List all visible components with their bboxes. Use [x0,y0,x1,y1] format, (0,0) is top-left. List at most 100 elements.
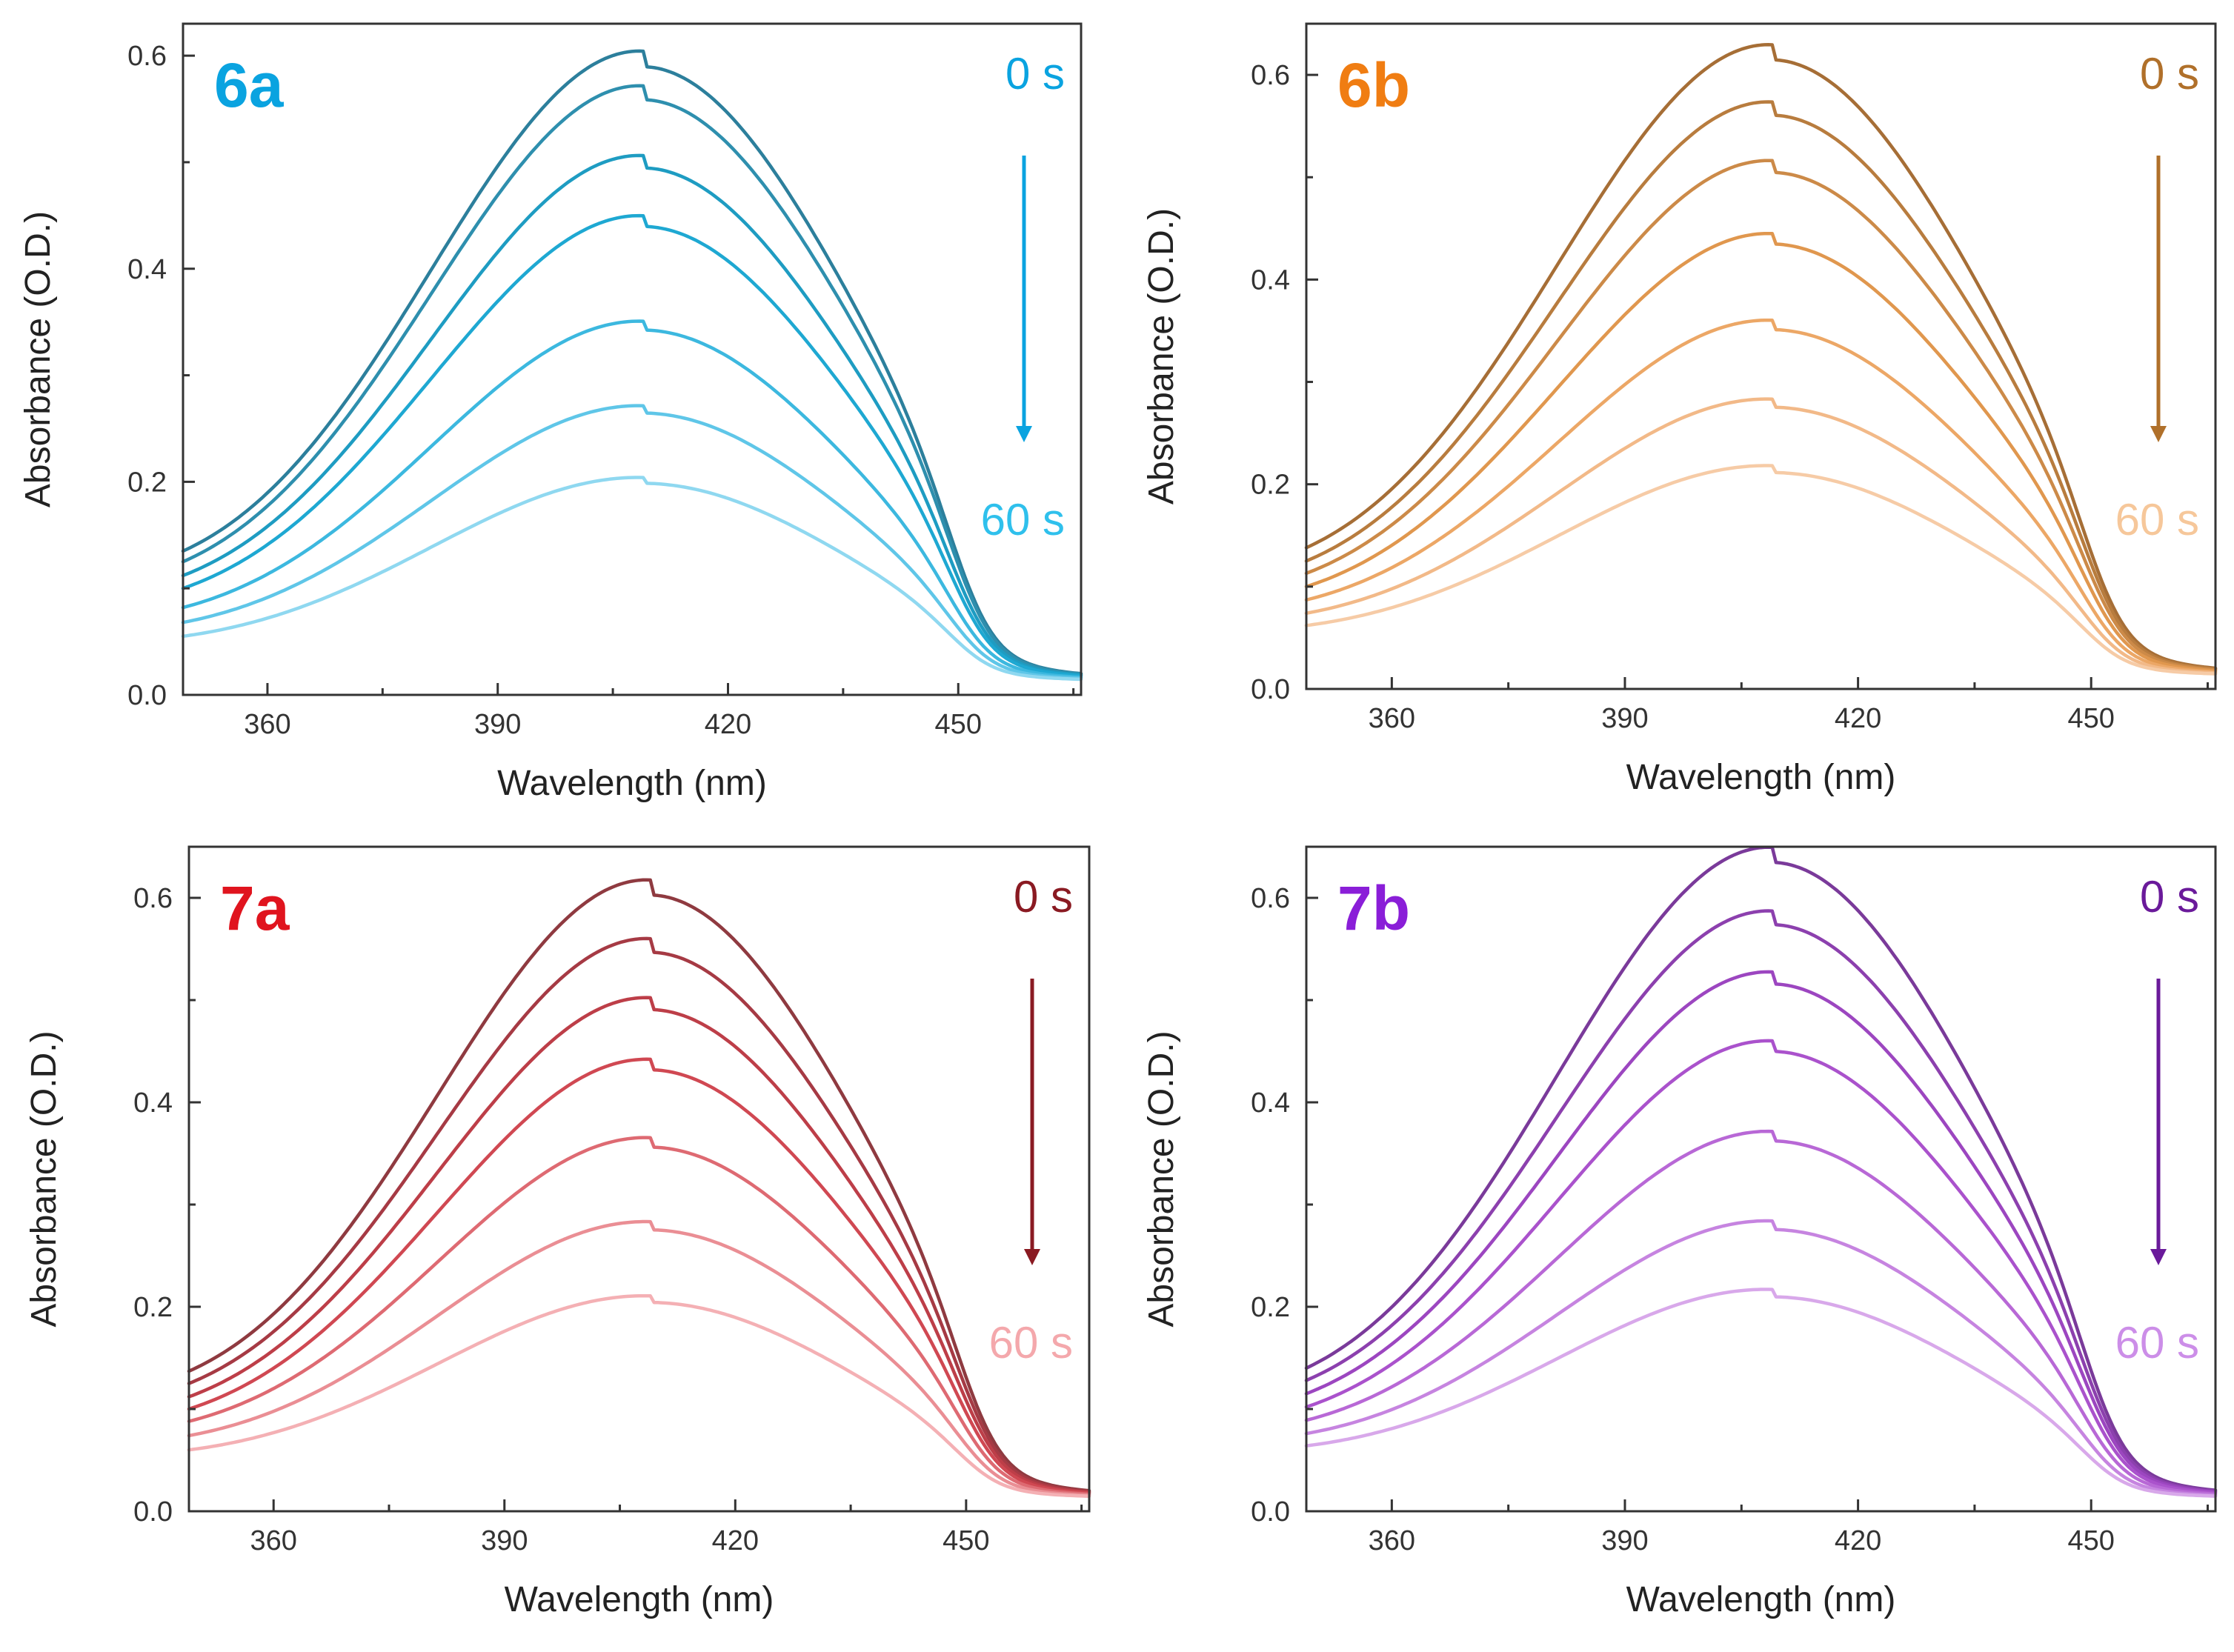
spectrum-40s [1304,1129,2218,1496]
panel-7b: 360 390 420 450 Wavelength (nm) 0.0 0.2 0.4 0.6 A… [1142,845,2218,1619]
spectrum-30s [1304,1039,2218,1495]
x-tick-label: 360 [250,1525,297,1556]
plot-frame [182,22,1083,696]
y-tick-label: 0.6 [133,883,173,914]
x-tick-label: 360 [1369,703,1415,734]
panel-6a: 360 390 420 450 Wavelength (nm) 0.0 0.2 0.4 0.6 A… [19,22,1083,803]
x-axis-title: Wavelength (nm) [1626,1580,1896,1619]
x-tick-label: 450 [2068,1525,2115,1556]
x-tick-label: 450 [2068,703,2115,734]
spectrum-40s [1304,318,2218,674]
spectrum-10s [1304,909,2218,1493]
y-tick-label: 0.6 [127,41,167,72]
spectra [1304,845,2218,1498]
x-axis: 360 390 420 450 Wavelength (nm) [250,1499,1083,1619]
spectrum-50s [181,404,1083,680]
x-axis: 360 390 420 450 Wavelength (nm) [244,683,1075,803]
y-tick-label: 0.6 [1251,60,1290,91]
time-end-label: 60 s [989,1318,1073,1368]
panel-label: 7b [1337,873,1410,943]
time-arrow-head [1016,426,1032,442]
spectrum-60s [1304,464,2218,676]
y-tick-label: 0.4 [127,254,167,285]
spectra [1304,43,2218,676]
y-axis-title: Absorbance (O.D.) [1142,1030,1181,1327]
y-axis: 0.0 0.2 0.4 0.6 Absorbance (O.D.) [24,883,201,1528]
y-tick-label: 0.2 [1251,1292,1290,1323]
panel-label: 6a [214,50,285,120]
time-arrow-head [1024,1249,1040,1265]
panel-label: 6b [1337,50,1410,120]
x-tick-label: 420 [1835,703,1881,734]
time-start-label: 0 s [2140,49,2199,99]
x-tick-label: 390 [1601,1525,1648,1556]
y-tick-label: 0.0 [1251,674,1290,705]
y-axis-title: Absorbance (O.D.) [19,211,58,507]
spectrum-0s [181,49,1083,676]
spectrum-10s [187,936,1091,1493]
spectrum-40s [187,1136,1091,1496]
plot-frame [187,845,1091,1513]
x-tick-label: 390 [474,709,521,740]
spectrum-50s [1304,397,2218,675]
x-tick-label: 420 [1835,1525,1881,1556]
spectrum-40s [181,319,1083,679]
panel-6b: 360 390 420 450 Wavelength (nm) 0.0 0.2 0.4 0.6 A… [1142,22,2218,797]
spectra [187,878,1091,1498]
time-end-label: 60 s [2115,495,2199,544]
time-start-label: 0 s [1014,872,1073,922]
time-arrow-head [2150,426,2167,442]
spectrum-20s [1304,159,2218,672]
spectrum-30s [187,1057,1091,1495]
time-end-label: 60 s [2115,1318,2199,1368]
panel-label: 7a [220,873,290,943]
x-axis: 360 390 420 450 Wavelength (nm) [1369,677,2210,797]
x-tick-label: 420 [712,1525,759,1556]
spectrum-0s [1304,43,2218,670]
y-axis-title: Absorbance (O.D.) [1142,208,1181,504]
y-tick-label: 0.0 [127,680,167,711]
x-axis: 360 390 420 450 Wavelength (nm) [1369,1499,2210,1619]
x-tick-label: 450 [943,1525,989,1556]
spectrum-30s [181,213,1083,678]
spectrum-30s [1304,231,2218,673]
x-tick-label: 390 [1601,703,1648,734]
x-axis-title: Wavelength (nm) [497,764,767,803]
y-axis-title: Absorbance (O.D.) [24,1030,64,1327]
time-arrow-head [2150,1249,2167,1265]
spectrum-50s [1304,1219,2218,1497]
y-tick-label: 0.6 [1251,883,1290,914]
spectrum-60s [181,476,1083,682]
spectrum-60s [1304,1288,2218,1498]
x-axis-title: Wavelength (nm) [505,1580,774,1619]
x-tick-label: 450 [935,709,982,740]
y-tick-label: 0.0 [1251,1496,1290,1528]
y-tick-label: 0.4 [1251,1088,1290,1119]
y-axis: 0.0 0.2 0.4 0.6 Absorbance (O.D.) [1142,883,1318,1528]
y-tick-label: 0.2 [127,467,167,498]
x-tick-label: 390 [481,1525,528,1556]
x-tick-label: 360 [1369,1525,1415,1556]
spectrum-0s [1304,845,2218,1492]
time-start-label: 0 s [2140,872,2199,922]
spectrum-50s [187,1219,1091,1497]
y-tick-label: 0.2 [1251,470,1290,501]
y-tick-label: 0.4 [133,1088,173,1119]
spectrum-10s [181,84,1083,676]
spectrum-20s [187,996,1091,1494]
panel-7a: 360 390 420 450 Wavelength (nm) 0.0 0.2 0.4 0.6 A… [24,845,1091,1619]
spectrum-10s [1304,100,2218,671]
x-tick-label: 420 [705,709,751,740]
x-tick-label: 360 [244,709,290,740]
x-axis-title: Wavelength (nm) [1626,758,1896,797]
plot-frame [1305,845,2217,1513]
plot-frame [1305,22,2217,690]
y-tick-label: 0.2 [133,1292,173,1323]
y-axis: 0.0 0.2 0.4 0.6 Absorbance (O.D.) [1142,60,1318,705]
y-tick-label: 0.4 [1251,264,1290,296]
y-axis: 0.0 0.2 0.4 0.6 Absorbance (O.D.) [19,41,195,711]
spectrum-20s [1304,970,2218,1494]
spectra [181,49,1083,682]
y-tick-label: 0.0 [133,1496,173,1528]
